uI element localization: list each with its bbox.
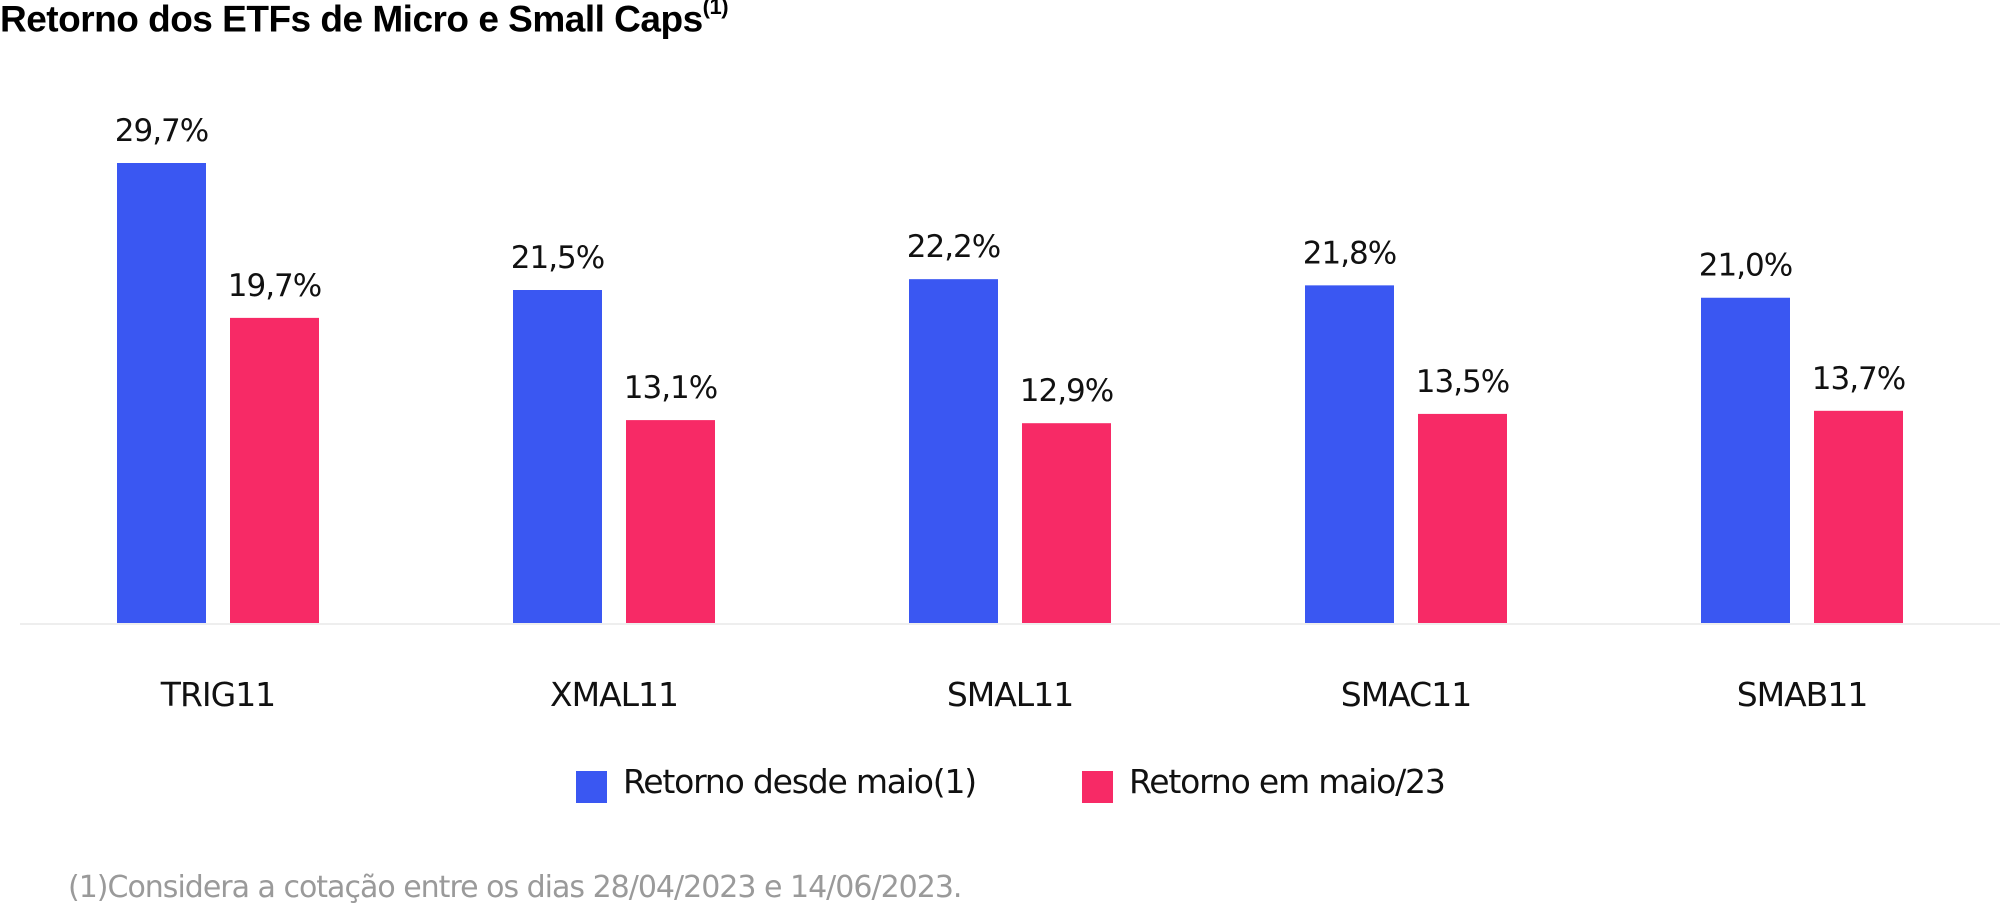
footnote: (1)Considera a cotação entre os dias 28/… (68, 870, 962, 905)
x-tick-labels-group: TRIG11 XMAL11 SMAL11 SMAC11 SMAB11 (160, 675, 1869, 714)
x-tick-label-smal11: SMAL11 (947, 675, 1073, 714)
bar-trig11-series-2 (230, 317, 319, 623)
bar-smal11-series-2 (1022, 423, 1111, 623)
data-label-xmal11-series-1: 21,5% (511, 240, 604, 276)
legend: Retorno desde maio(1) Retorno em maio/23 (576, 762, 1446, 803)
data-label-smal11-series-2: 12,9% (1020, 373, 1113, 409)
chart-title-footnote-marker: (1) (702, 0, 729, 19)
bar-smab11-series-2 (1814, 410, 1903, 623)
bar-xmal11-series-1 (513, 290, 602, 623)
x-tick-label-trig11: TRIG11 (160, 675, 275, 714)
data-label-smac11-series-2: 13,5% (1416, 364, 1509, 400)
data-label-smac11-series-1: 21,8% (1303, 235, 1396, 271)
bar-smac11-series-2 (1418, 413, 1507, 623)
x-tick-label-xmal11: XMAL11 (550, 675, 678, 714)
chart-title-text: Retorno dos ETFs de Micro e Small Caps (0, 0, 703, 40)
legend-label-series-1: Retorno desde maio(1) (623, 762, 976, 801)
value-labels-group: 29,7% 19,7% 21,5% 13,1% 22,2% 12,9% 21,8% 13,5%… (115, 113, 1906, 409)
x-tick-label-smac11: SMAC11 (1341, 675, 1471, 714)
data-label-trig11-series-1: 29,7% (115, 113, 208, 149)
data-label-trig11-series-2: 19,7% (228, 268, 321, 304)
data-label-smab11-series-2: 13,7% (1812, 361, 1905, 397)
chart-title: Retorno dos ETFs de Micro e Small Caps(1… (0, 0, 729, 40)
legend-swatch-series-2 (1082, 771, 1113, 803)
bar-trig11-series-1 (117, 163, 206, 623)
data-label-smal11-series-1: 22,2% (907, 229, 1000, 265)
bar-smac11-series-1 (1305, 285, 1394, 623)
x-tick-label-smab11: SMAB11 (1737, 675, 1868, 714)
bars-group (117, 163, 1903, 623)
data-label-smab11-series-1: 21,0% (1699, 248, 1792, 284)
data-label-xmal11-series-2: 13,1% (624, 370, 717, 406)
bar-smal11-series-1 (909, 279, 998, 623)
bar-xmal11-series-2 (626, 420, 715, 623)
legend-swatch-series-1 (576, 771, 607, 803)
legend-label-series-2: Retorno em maio/23 (1129, 762, 1445, 801)
bar-smab11-series-1 (1701, 297, 1790, 623)
